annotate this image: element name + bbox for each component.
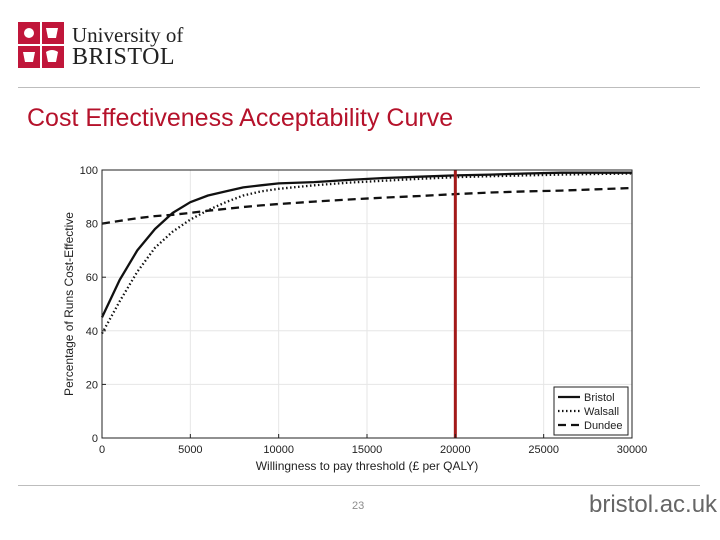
series-line-dundee — [101, 186, 633, 225]
x-tick-label-4: 20000 — [440, 444, 471, 456]
chart-gridlines — [101, 169, 633, 439]
series-line-bristol — [100, 171, 632, 318]
x-tick-label-2: 10000 — [263, 444, 294, 456]
header-divider — [18, 87, 700, 88]
y-tick-label-3: 60 — [86, 272, 98, 284]
x-tick-label-6: 30000 — [617, 444, 648, 456]
slide-title: Cost Effectiveness Acceptability Curve — [27, 104, 454, 132]
logo-text-bristol: BRISTOL — [72, 44, 176, 70]
x-tick-label-5: 25000 — [528, 444, 559, 456]
ceac-chart: 0 20 40 60 80 100 0 5000 10000 15000 20000 25000 30… — [62, 165, 647, 473]
footer-divider — [18, 485, 700, 486]
chart-series — [100, 171, 633, 335]
page-number: 23 — [352, 500, 365, 512]
legend-label-walsall: Walsall — [584, 406, 619, 418]
y-tick-label-5: 100 — [80, 165, 98, 177]
series-line-walsall — [100, 172, 633, 335]
university-crest-icon — [18, 22, 64, 68]
y-tick-label-4: 80 — [86, 219, 98, 231]
y-tick-label-2: 40 — [86, 326, 98, 338]
y-axis-ticks: 0 20 40 60 80 100 — [80, 165, 106, 445]
logo-text-university: University of — [72, 23, 184, 47]
x-tick-label-0: 0 — [99, 444, 105, 456]
x-tick-label-3: 15000 — [352, 444, 383, 456]
y-tick-label-1: 20 — [86, 379, 98, 391]
x-axis-ticks: 0 5000 10000 15000 20000 25000 30000 — [99, 434, 647, 456]
chart-legend: Bristol Walsall Dundee — [553, 386, 629, 436]
university-logo: University of BRISTOL — [18, 20, 188, 70]
legend-label-dundee: Dundee — [584, 420, 623, 432]
legend-label-bristol: Bristol — [584, 392, 615, 404]
x-axis-label: Willingness to pay threshold (£ per QALY… — [256, 459, 479, 473]
footer-url: bristol.ac.uk — [589, 491, 718, 518]
y-tick-label-0: 0 — [92, 433, 98, 445]
y-axis-label: Percentage of Runs Cost-Effective — [62, 212, 76, 396]
x-tick-label-1: 5000 — [178, 444, 202, 456]
